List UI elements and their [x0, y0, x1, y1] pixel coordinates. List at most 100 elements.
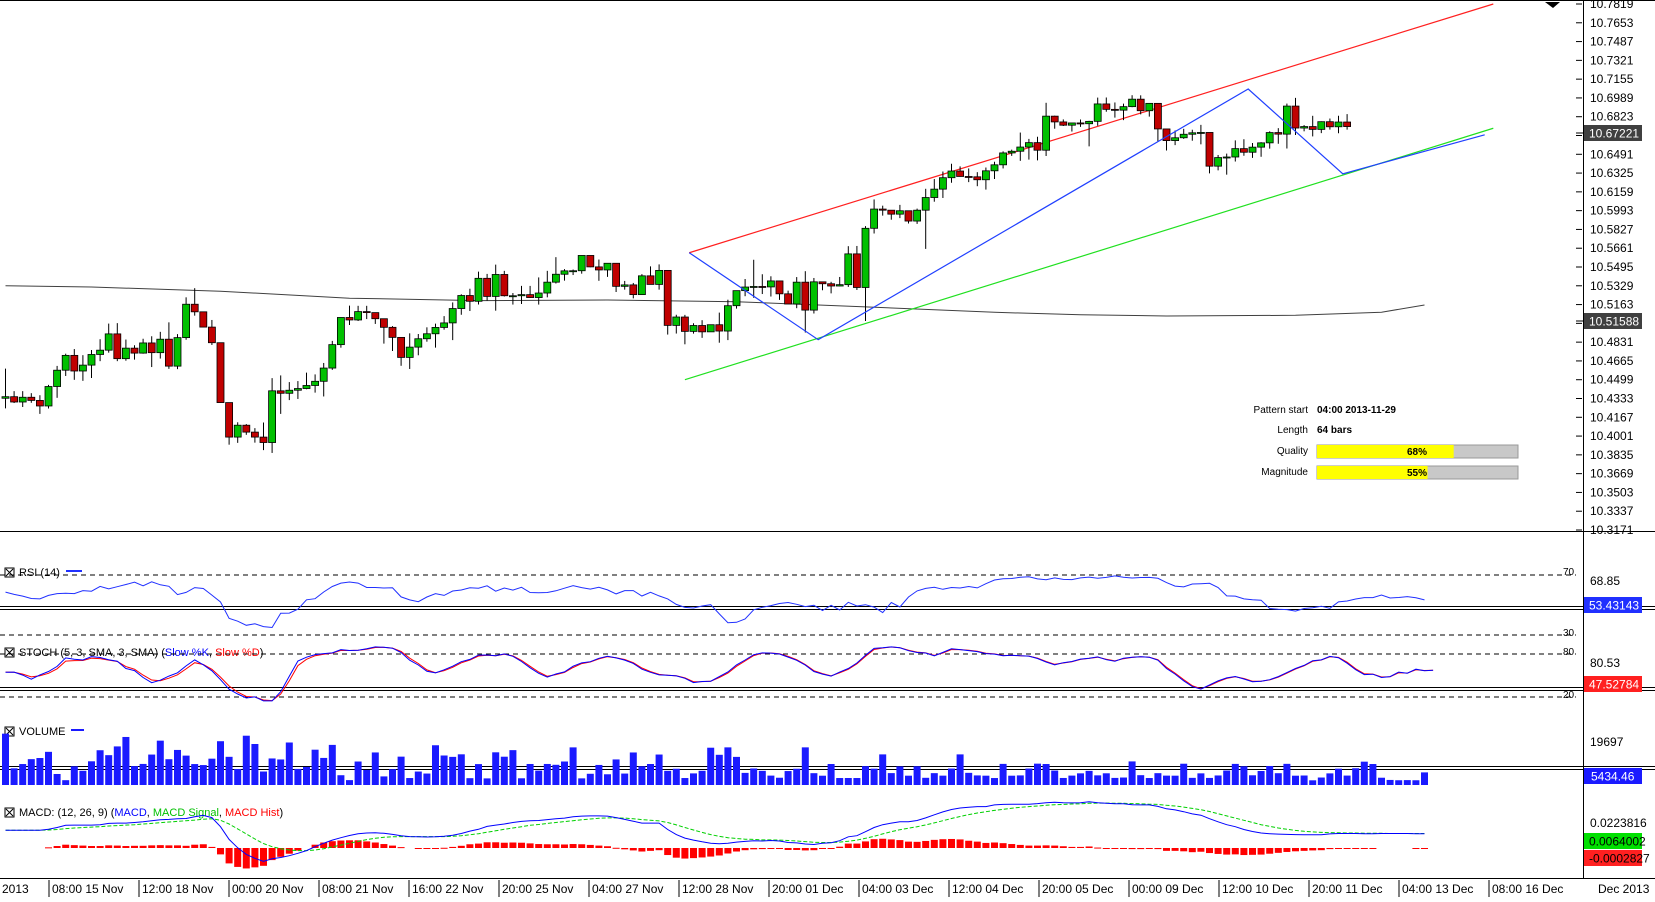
candle-bearish [1343, 121, 1351, 127]
candle-bearish [1111, 108, 1119, 111]
volume-bar [1008, 775, 1016, 785]
volume-bar [750, 768, 758, 785]
macd-hist-bar [844, 843, 852, 848]
macd-hist-bar [182, 845, 190, 848]
price-tick-label: 10.4831 [1590, 335, 1634, 349]
candle-bearish [1050, 115, 1059, 123]
price-tick-label: 10.4167 [1590, 410, 1634, 424]
volume-bar [1025, 768, 1033, 785]
candle-bullish [517, 294, 526, 297]
stoch-current-tag [1584, 676, 1642, 692]
macd-hist-bar [397, 847, 405, 849]
candle-bearish [526, 294, 534, 298]
volume-bar [1137, 775, 1145, 785]
volume-bar [1326, 773, 1334, 785]
volume-bar [191, 764, 199, 785]
candle-bullish [1171, 137, 1179, 141]
macd-hist-bar [380, 844, 388, 848]
volume-bar [303, 766, 310, 785]
volume-bar [767, 775, 775, 785]
time-axis-label: 20:00 11 Dec [1312, 882, 1383, 896]
candle-bearish [500, 274, 509, 297]
candle-bearish [483, 277, 492, 297]
volume-bar [1309, 780, 1317, 785]
volume-bar [982, 775, 990, 785]
volume-bar [604, 774, 611, 785]
volume-bar [1386, 779, 1394, 785]
candle-bearish [1205, 132, 1214, 167]
candle-bullish [53, 369, 61, 387]
candle-bearish [147, 342, 156, 354]
volume-bar [492, 752, 500, 785]
macd-hist-bar [999, 843, 1007, 848]
candle-bearish [629, 284, 638, 296]
volume-bar [638, 766, 646, 785]
pattern-length-value: 64 bars [1317, 425, 1352, 436]
volume-bar [182, 755, 190, 785]
macd-hist-bar [1163, 848, 1170, 851]
candle-bullish [328, 344, 337, 369]
volume-bar [174, 749, 181, 785]
macd-hist-bar [88, 846, 95, 848]
volume-bar [1214, 775, 1222, 785]
volume-bar [1378, 777, 1385, 785]
candle-bullish [534, 292, 543, 298]
candle-bullish [913, 209, 921, 222]
macd-hist-bar [449, 846, 457, 848]
candle-bullish [1093, 103, 1102, 122]
candle-bearish [1102, 103, 1111, 110]
price-tick-label: 10.3669 [1590, 467, 1634, 481]
volume-bar [922, 777, 930, 785]
volume-bar [397, 756, 405, 785]
volume-bar [19, 764, 27, 785]
volume-bar [1395, 780, 1403, 785]
macd-hist-bar [242, 848, 250, 869]
macd-hist-bar [690, 848, 697, 859]
stoch-current-label: 47.52784 [1589, 678, 1639, 692]
price-tick-label: 10.7321 [1590, 53, 1634, 67]
pattern-zigzag-line [688, 88, 1485, 341]
volume-bar [346, 780, 353, 785]
volume-bar [1111, 777, 1119, 785]
volume-bar [105, 755, 113, 785]
candle-bullish [603, 262, 612, 271]
volume-bar [518, 778, 525, 785]
candle-bullish [87, 354, 96, 366]
volume-bar [862, 766, 869, 785]
candle-bearish [397, 336, 406, 358]
candle-bullish [689, 325, 698, 332]
price-tick-label: 10.4665 [1590, 354, 1634, 368]
candle-bullish [156, 338, 165, 354]
price-tick-label: 10.3171 [1590, 523, 1634, 537]
volume-bar [1154, 773, 1162, 785]
macd-hist-bar [122, 846, 130, 848]
macd-legend: MACD [114, 807, 146, 819]
volume-bar [79, 770, 87, 785]
price-tick-label: 10.3337 [1590, 504, 1634, 518]
candle-bearish [887, 209, 896, 215]
macd-hist-bar [320, 842, 328, 848]
candle-bullish [672, 316, 681, 326]
volume-bar [664, 770, 672, 785]
macd-hist-bar [939, 839, 947, 848]
candle-bearish [1274, 132, 1283, 135]
macd-hist-bar [758, 848, 766, 850]
candle-bullish [870, 208, 878, 229]
candle-bearish [964, 176, 973, 178]
macd-hist-bar [1343, 848, 1351, 849]
macd-hist-bar [294, 848, 302, 851]
candle-bearish [10, 396, 19, 403]
macd-hist-bar [956, 839, 964, 848]
macd-title: MACD: (12, 26, 9) (MACD, MACD Signal, MA… [19, 807, 283, 819]
macd-hist-bar [526, 843, 534, 848]
macd-hist-bar [887, 839, 895, 848]
time-axis-label: 12:00 28 Nov [682, 882, 753, 896]
volume-bars [2, 733, 1428, 785]
volume-bar [569, 747, 577, 785]
candle-bullish [1222, 156, 1231, 159]
volume-bar [371, 752, 379, 785]
candle-bullish [474, 277, 483, 302]
volume-bar [973, 775, 981, 785]
macd-hist-bar [741, 848, 749, 851]
volume-bar [715, 754, 723, 785]
